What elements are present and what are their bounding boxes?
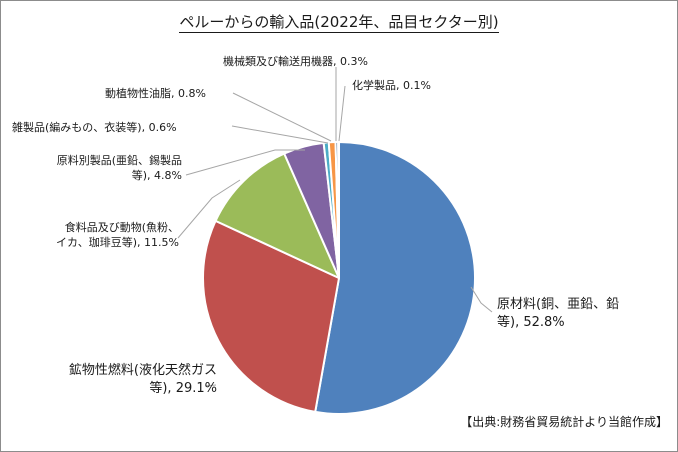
slice-label-2: 鉱物性燃料(液化天然ガス等), 29.1% bbox=[12, 362, 217, 398]
slice-label-line: 等), 52.8% bbox=[497, 315, 565, 330]
slice-label-line: イカ、珈琲豆等), 11.5% bbox=[55, 236, 179, 249]
slice-label-3: 食料品及び動物(魚粉、イカ、珈琲豆等), 11.5% bbox=[14, 220, 179, 250]
slice-label-line: 原料別製品(亜鉛、錫製品 bbox=[56, 154, 182, 167]
pie-slice-8 bbox=[337, 140, 340, 279]
slice-label-line: 食料品及び動物(魚粉、 bbox=[64, 221, 179, 234]
pie-slice-2 bbox=[202, 219, 340, 413]
pie-slice-1 bbox=[314, 141, 476, 415]
slice-label-6: 動植物性油脂, 0.8% bbox=[105, 86, 265, 101]
leader-line-4 bbox=[185, 149, 305, 176]
slice-label-line: 原材料(銅、亜鉛、鉛 bbox=[497, 297, 620, 312]
leader-line-5 bbox=[231, 125, 329, 144]
slice-label-line: 鉱物性燃料(液化天然ガス bbox=[68, 363, 217, 378]
slice-label-line: 雑製品(編みもの、衣装等), 0.6% bbox=[12, 121, 177, 134]
slice-label-7: 機械類及び輸送用機器, 0.3% bbox=[223, 54, 423, 69]
leader-lines bbox=[177, 67, 493, 387]
pie-slices bbox=[202, 140, 476, 415]
chart-title: ペルーからの輸入品(2022年、品目セクター別) bbox=[179, 13, 499, 33]
slice-label-5: 雑製品(編みもの、衣装等), 0.6% bbox=[12, 120, 232, 135]
slice-label-line: 等), 29.1% bbox=[149, 381, 217, 396]
slice-label-line: 機械類及び輸送用機器, 0.3% bbox=[223, 55, 368, 68]
pie-slice-3 bbox=[214, 152, 340, 279]
slice-label-line: 動植物性油脂, 0.8% bbox=[105, 87, 206, 100]
slice-label-4: 原料別製品(亜鉛、錫製品等), 4.8% bbox=[12, 153, 182, 183]
source-note: 【出典:財務省貿易統計より当館作成】 bbox=[460, 415, 668, 429]
leader-line-2 bbox=[204, 384, 217, 387]
slice-label-1: 原材料(銅、亜鉛、鉛 等), 52.8% bbox=[497, 296, 667, 332]
leader-line-6 bbox=[232, 92, 332, 142]
leader-line-3 bbox=[177, 179, 241, 239]
slice-label-line: 等), 4.8% bbox=[131, 169, 182, 182]
leader-line-1 bbox=[470, 286, 493, 313]
slice-label-line: 化学製品, 0.1% bbox=[352, 79, 431, 92]
leader-line-8 bbox=[338, 85, 346, 142]
slice-label-8: 化学製品, 0.1% bbox=[352, 78, 472, 93]
